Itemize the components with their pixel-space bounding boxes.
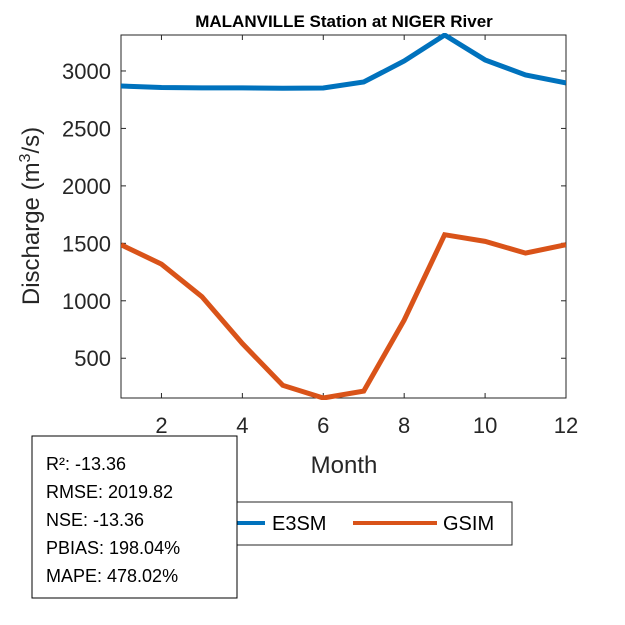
y-tick-label: 3000: [62, 59, 111, 84]
stats-annotation-box: R²: -13.36 RMSE: 2019.82 NSE: -13.36 PBI…: [31, 435, 238, 599]
stat-rmse: RMSE: 2019.82: [46, 482, 173, 502]
x-tick-label: 8: [398, 413, 410, 438]
stats-box-frame: [31, 435, 238, 599]
stat-r2: R²: -13.36: [46, 454, 126, 474]
x-tick-label: 4: [236, 413, 248, 438]
legend-label-gsim: GSIM: [443, 513, 494, 535]
x-tick-label: 2: [155, 413, 167, 438]
y-axis-label-base: Discharge (m: [18, 162, 45, 305]
stat-mape: MAPE: 478.02%: [46, 566, 178, 586]
y-tick-label: 1500: [62, 231, 111, 256]
legend-label-e3sm: E3SM: [272, 513, 326, 535]
stat-nse: NSE: -13.36: [46, 510, 144, 530]
y-axis-label-sup: 3: [17, 153, 34, 162]
y-axis-label: Discharge (m3/s): [17, 127, 45, 305]
legend: E3SM GSIM: [199, 501, 513, 546]
y-tick-label: 2000: [62, 174, 111, 199]
series-line-e3sm: [121, 33, 566, 91]
y-axis: 500 1000 1500 2000 2500 3000: [62, 59, 566, 371]
y-tick-label: 2500: [62, 116, 111, 141]
y-axis-label-tail: /s): [18, 127, 45, 154]
y-tick-label: 500: [74, 346, 111, 371]
x-axis-label: Month: [311, 452, 378, 479]
axes-box: [120, 34, 567, 399]
x-tick-label: 10: [473, 413, 497, 438]
series-line-gsim: [121, 231, 566, 400]
x-tick-label: 12: [554, 413, 578, 438]
plot-area: 2 4 6 8 10 12 500 1000 1500 2000 2500 3000: [62, 33, 578, 438]
y-tick-label: 1000: [62, 289, 111, 314]
series-lines: [121, 33, 566, 400]
stat-pbias: PBIAS: 198.04%: [46, 538, 180, 558]
x-axis: 2 4 6 8 10 12: [155, 35, 578, 438]
x-tick-label: 6: [317, 413, 329, 438]
chart-title: MALANVILLE Station at NIGER River: [195, 12, 493, 31]
